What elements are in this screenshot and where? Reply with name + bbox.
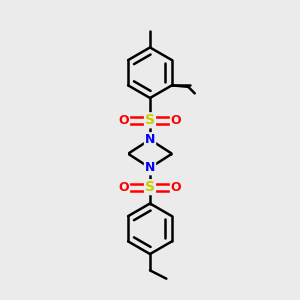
- Text: N: N: [145, 161, 155, 174]
- Text: O: O: [118, 181, 129, 194]
- Text: O: O: [118, 114, 129, 127]
- Text: O: O: [171, 114, 182, 127]
- Text: N: N: [145, 133, 155, 146]
- Text: S: S: [145, 113, 155, 127]
- Text: S: S: [145, 180, 155, 194]
- Text: O: O: [171, 181, 182, 194]
